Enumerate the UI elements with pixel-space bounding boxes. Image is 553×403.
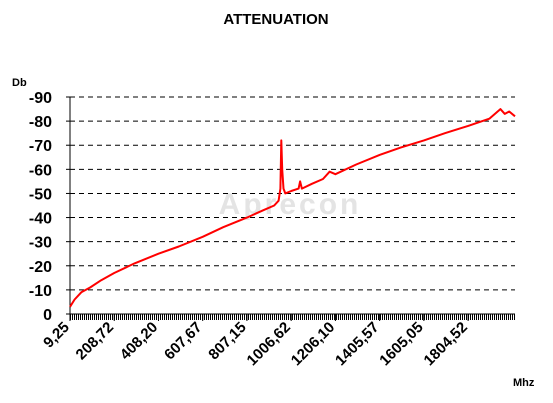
y-tick-label: -50 [29, 186, 52, 203]
y-tick-label: -60 [29, 162, 52, 179]
x-tick-label: 1405,57 [332, 319, 382, 369]
y-tick-label: -80 [29, 114, 52, 131]
x-axis-minor-ticks [70, 314, 515, 320]
x-tick-label: 1206,10 [288, 319, 338, 369]
x-tick-label: 1804,52 [421, 319, 471, 369]
line-series [69, 108, 516, 308]
y-tick-label: -20 [29, 259, 52, 276]
y-tick-label: -10 [29, 283, 52, 300]
y-tick-label: 0 [43, 307, 52, 324]
x-tick-label: 208,72 [73, 319, 117, 363]
chart-title: ATTENUATION [223, 11, 328, 28]
x-tick-label: 1605,05 [376, 319, 426, 369]
y-axis-label: Db [12, 77, 27, 89]
x-tick-label: 408,20 [117, 319, 161, 363]
x-tick-label: 607,67 [161, 319, 205, 363]
y-tick-label: -40 [29, 211, 52, 228]
y-tick-label: -70 [29, 138, 52, 155]
y-tick-label: -30 [29, 235, 52, 252]
x-tick-label: 1006,62 [244, 319, 294, 369]
y-tick-label: -90 [29, 90, 52, 107]
x-axis-label: Mhz [513, 377, 535, 389]
